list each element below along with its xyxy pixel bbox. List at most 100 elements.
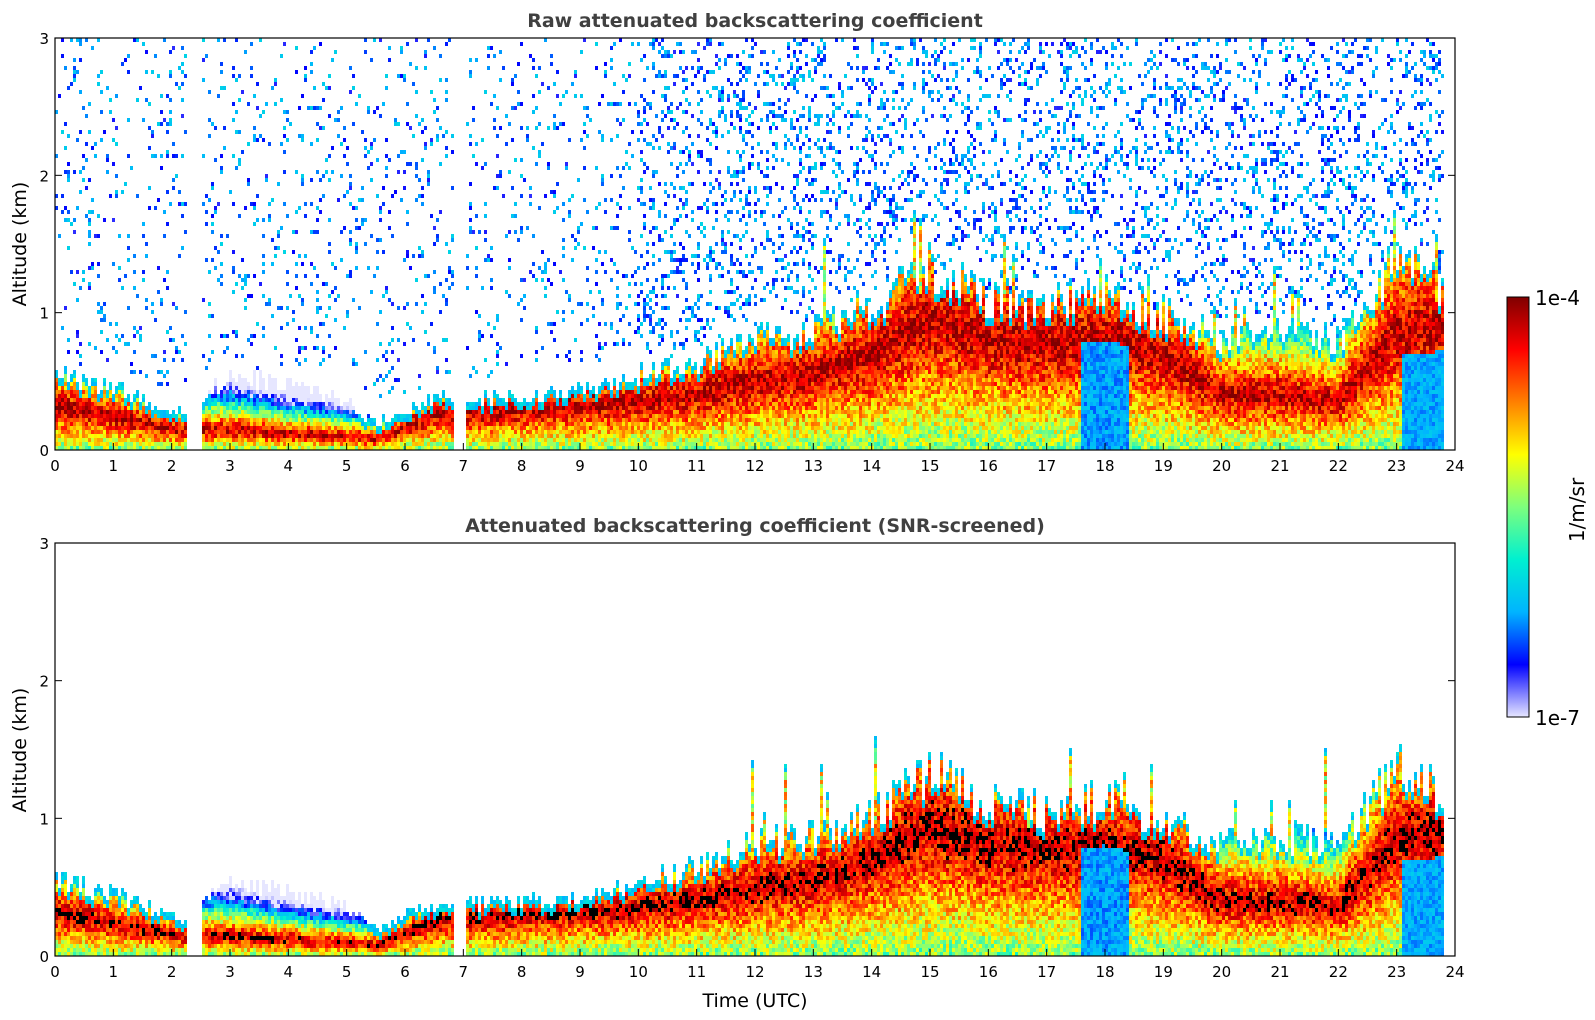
heatmap-cell xyxy=(652,254,655,258)
heatmap-cell xyxy=(691,218,694,222)
heatmap-cell xyxy=(241,90,244,94)
heatmap-cell xyxy=(448,438,451,442)
heatmap-cell xyxy=(520,194,523,198)
heatmap-cell xyxy=(496,106,499,110)
heatmap-cell xyxy=(427,426,430,430)
heatmap-cell xyxy=(721,410,724,414)
heatmap-cell xyxy=(319,42,322,46)
heatmap-cell xyxy=(685,298,688,302)
heatmap-cell xyxy=(514,442,517,446)
heatmap-cell xyxy=(514,402,517,406)
heatmap-cell xyxy=(292,410,295,414)
heatmap-cell xyxy=(589,418,592,422)
heatmap-cell xyxy=(532,446,535,450)
heatmap-cell xyxy=(469,74,472,78)
heatmap-cell xyxy=(253,206,256,210)
heatmap-cell xyxy=(184,446,187,450)
heatmap-cell xyxy=(226,410,229,414)
heatmap-cell xyxy=(427,274,430,278)
heatmap-cell xyxy=(433,110,436,114)
heatmap-cell xyxy=(409,126,412,130)
heatmap-cell xyxy=(523,406,526,410)
heatmap-cell xyxy=(595,394,598,398)
heatmap-cell xyxy=(700,66,703,70)
heatmap-cell xyxy=(142,234,145,238)
heatmap-cell xyxy=(358,434,361,438)
heatmap-cell xyxy=(640,378,643,382)
heatmap-cell xyxy=(127,234,130,238)
heatmap-cell xyxy=(448,250,451,254)
heatmap-cell xyxy=(691,398,694,402)
heatmap-cell xyxy=(427,430,430,434)
heatmap-cell xyxy=(427,398,430,402)
heatmap-cell xyxy=(664,438,667,442)
heatmap-cell xyxy=(286,270,289,274)
heatmap-cell xyxy=(499,402,502,406)
heatmap-cell xyxy=(631,446,634,450)
heatmap-cell xyxy=(493,410,496,414)
heatmap-cell xyxy=(223,146,226,150)
heatmap-cell xyxy=(709,386,712,390)
heatmap-cell xyxy=(109,110,112,114)
heatmap-cell xyxy=(97,82,100,86)
heatmap-cell xyxy=(256,418,259,422)
heatmap-cell xyxy=(97,426,100,430)
heatmap-cell xyxy=(319,422,322,426)
heatmap-cell xyxy=(379,446,382,450)
heatmap-cell xyxy=(664,398,667,402)
heatmap-cell xyxy=(700,422,703,426)
heatmap-cell xyxy=(271,414,274,418)
heatmap-cell xyxy=(568,410,571,414)
heatmap-cell xyxy=(547,410,550,414)
heatmap-cell xyxy=(103,418,106,422)
heatmap-cell xyxy=(586,114,589,118)
heatmap-cell xyxy=(355,418,358,422)
heatmap-cell xyxy=(355,242,358,246)
heatmap-cell xyxy=(343,426,346,430)
heatmap-cell xyxy=(127,258,130,262)
heatmap-cell xyxy=(385,374,388,378)
heatmap-cell xyxy=(625,78,628,82)
heatmap-cell xyxy=(658,130,661,134)
heatmap-cell xyxy=(178,406,181,410)
heatmap-cell xyxy=(682,270,685,274)
heatmap-cell xyxy=(544,38,547,42)
heatmap-cell xyxy=(115,426,118,430)
heatmap-cell xyxy=(706,374,709,378)
heatmap-cell xyxy=(670,258,673,262)
heatmap-cell xyxy=(223,414,226,418)
heatmap-cell xyxy=(430,442,433,446)
heatmap-cell xyxy=(124,274,127,278)
heatmap-cell xyxy=(631,422,634,426)
heatmap-cell xyxy=(232,290,235,294)
heatmap-cell xyxy=(157,426,160,430)
heatmap-cell xyxy=(214,394,217,398)
heatmap-cell xyxy=(604,322,607,326)
heatmap-cell xyxy=(61,426,64,430)
heatmap-cell xyxy=(670,334,673,338)
heatmap-cell xyxy=(499,434,502,438)
heatmap-cell xyxy=(664,202,667,206)
heatmap-cell xyxy=(286,118,289,122)
heatmap-cell xyxy=(364,146,367,150)
heatmap-cell xyxy=(544,410,547,414)
heatmap-cell xyxy=(535,406,538,410)
heatmap-cell xyxy=(709,246,712,250)
heatmap-cell xyxy=(106,338,109,342)
heatmap-cell xyxy=(184,438,187,442)
heatmap-cell xyxy=(655,434,658,438)
heatmap-cell xyxy=(250,422,253,426)
heatmap-cell xyxy=(328,446,331,450)
heatmap-cell xyxy=(397,154,400,158)
heatmap-cell xyxy=(604,426,607,430)
heatmap-cell xyxy=(556,402,559,406)
heatmap-cell xyxy=(142,430,145,434)
heatmap-cell xyxy=(679,102,682,106)
heatmap-cell xyxy=(715,350,718,354)
heatmap-cell xyxy=(658,146,661,150)
heatmap-cell xyxy=(487,374,490,378)
heatmap-cell xyxy=(607,398,610,402)
heatmap-cell xyxy=(538,402,541,406)
heatmap-cell xyxy=(169,426,172,430)
heatmap-cell xyxy=(409,422,412,426)
